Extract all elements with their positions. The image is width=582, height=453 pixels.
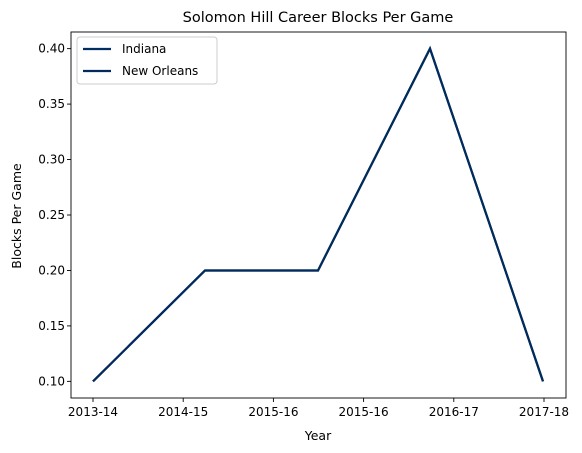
x-axis-label: Year bbox=[304, 428, 332, 443]
plot-area: 0.10 0.15 0.20 0.25 0.30 0.35 0.40 2013-14 2014-… bbox=[38, 31, 569, 419]
x-tick-label-1: 2014-15 bbox=[158, 405, 208, 419]
x-tick-label-3: 2015-16 bbox=[339, 405, 389, 419]
y-tick-label-5: 0.35 bbox=[38, 97, 65, 111]
x-tick-label-2: 2015-16 bbox=[248, 405, 298, 419]
y-tick-label-6: 0.40 bbox=[38, 42, 65, 56]
chart-title: Solomon Hill Career Blocks Per Game bbox=[183, 10, 454, 26]
y-tick-label-0: 0.10 bbox=[38, 374, 65, 388]
x-tick-label-0: 2013-14 bbox=[68, 405, 118, 419]
y-tick-label-4: 0.30 bbox=[38, 153, 65, 167]
y-tick-label-3: 0.25 bbox=[38, 208, 65, 222]
legend-box bbox=[76, 36, 218, 85]
legend-label-1: New Orleans bbox=[122, 64, 198, 78]
y-tick-label-2: 0.20 bbox=[38, 263, 65, 277]
y-tick-label-1: 0.15 bbox=[38, 319, 65, 333]
y-axis-label: Blocks Per Game bbox=[9, 163, 24, 269]
plot-frame bbox=[70, 31, 567, 399]
series-line-0 bbox=[92, 45, 545, 383]
x-tick-label-4: 2016-17 bbox=[429, 405, 479, 419]
legend-label-0: Indiana bbox=[122, 42, 166, 56]
series-line-1 bbox=[92, 45, 545, 383]
x-tick-label-5: 2017-18 bbox=[519, 405, 569, 419]
legend: Indiana New Orleans bbox=[76, 36, 218, 85]
